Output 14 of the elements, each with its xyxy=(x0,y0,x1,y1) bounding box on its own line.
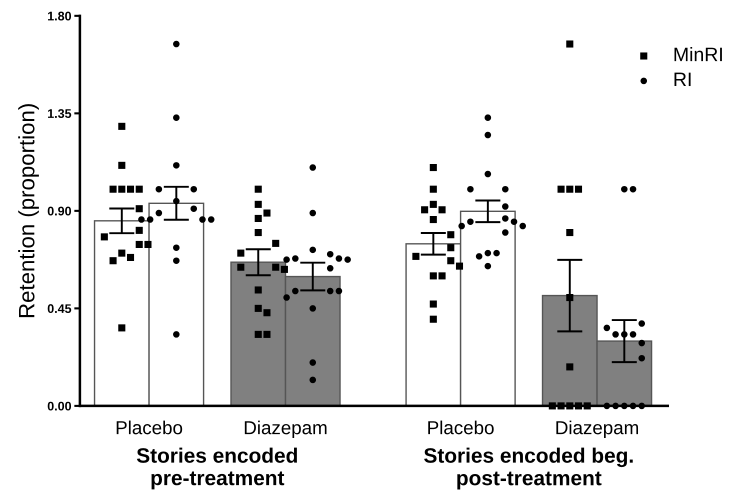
y-tick-label: 0.00 xyxy=(48,402,72,411)
x-tick-label: Stories encoded beg. post-treatment xyxy=(424,448,633,490)
text: Placebo xyxy=(428,420,494,434)
legend-label: RI xyxy=(674,72,691,86)
y-tick-label: 0.90 xyxy=(48,206,72,216)
text: Diazepam xyxy=(556,420,638,438)
legend-label: MinRI xyxy=(674,47,722,62)
y-tick-label: 1.80 xyxy=(48,12,72,20)
y-tick-label: 0.45 xyxy=(48,304,72,314)
y-tick-label: 1.35 xyxy=(48,109,72,118)
text: Placebo xyxy=(116,420,182,434)
text: Diazepam xyxy=(244,420,326,438)
x-tick-label: Stories encoded pre-treatment xyxy=(136,448,297,490)
y-axis-title: Retention (proportion) xyxy=(18,104,39,318)
